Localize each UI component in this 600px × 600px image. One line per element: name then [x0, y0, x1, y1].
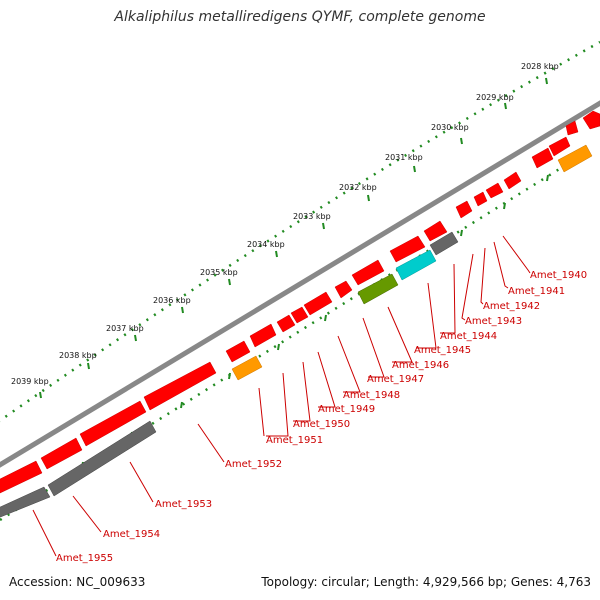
cds-feature [582, 110, 600, 130]
major-ticks [39, 77, 548, 399]
cds-feature [249, 323, 277, 348]
gene-label: Amet_1949 [318, 404, 375, 415]
gene-label: Amet_1943 [465, 316, 522, 327]
gene-feature [0, 486, 51, 518]
cds-feature [351, 259, 385, 286]
gene-features [0, 231, 459, 518]
label-leaders [32, 235, 531, 557]
gene-feature [429, 231, 459, 256]
gene-label: Amet_1954 [103, 529, 160, 540]
kbp-label: 2031 kbp [385, 153, 423, 162]
cds-feature [503, 171, 522, 190]
cds-feature [79, 400, 147, 447]
map-title: Alkaliphilus metalliredigens QYMF, compl… [114, 9, 486, 25]
cds-feature [531, 147, 554, 169]
cds-feature [276, 314, 296, 333]
cds-feature [455, 200, 473, 219]
gene-label: Amet_1951 [266, 435, 323, 446]
cds-feature [0, 460, 43, 494]
gene-label: Amet_1955 [56, 553, 113, 564]
cds-feature [485, 182, 504, 199]
genome-backbone [0, 100, 600, 468]
cds-feature [334, 280, 353, 299]
gene-label: Amet_1941 [508, 286, 565, 297]
kbp-label: 2030 kbp [431, 123, 469, 132]
kbp-label: 2039 kbp [11, 377, 49, 386]
ruler-labels: 2028 kbp 2029 kbp 2030 kbp 2031 kbp 2032… [11, 62, 559, 386]
gene-label: Amet_1950 [293, 419, 350, 430]
kbp-label: 2035 kbp [200, 268, 238, 277]
gene-label: Amet_1947 [367, 374, 424, 385]
gene-label: Amet_1942 [483, 301, 540, 312]
gene-labels: Amet_1940 Amet_1941 Amet_1942 Amet_1943 … [56, 270, 587, 564]
kbp-label: 2036 kbp [153, 296, 191, 305]
cds-feature [143, 361, 217, 411]
cds-features [0, 110, 600, 494]
cds-feature [40, 437, 83, 470]
kbp-label: 2033 kbp [293, 212, 331, 221]
gene-label: Amet_1945 [414, 345, 471, 356]
cds-feature [290, 306, 309, 324]
kbp-label: 2037 kbp [106, 324, 144, 333]
rrna-feature [395, 249, 437, 281]
trna-feature [231, 355, 263, 381]
gene-label: Amet_1953 [155, 499, 212, 510]
cds-feature [565, 120, 579, 136]
kbp-label: 2034 kbp [247, 240, 285, 249]
kbp-label: 2028 kbp [521, 62, 559, 71]
gene-label: Amet_1952 [225, 459, 282, 470]
gene-label: Amet_1946 [392, 360, 449, 371]
trna-feature [557, 144, 593, 173]
gene-label: Amet_1944 [440, 331, 497, 342]
accession-text: Accession: NC_009633 [9, 575, 146, 589]
kbp-label: 2029 kbp [476, 93, 514, 102]
cds-feature [225, 340, 251, 363]
cds-feature [303, 291, 333, 316]
gene-feature [47, 420, 157, 497]
genome-summary: Topology: circular; Length: 4,929,566 bp… [261, 575, 591, 589]
misc-feature [357, 273, 399, 305]
cds-feature [423, 220, 448, 242]
cds-feature [548, 136, 571, 157]
gene-label: Amet_1940 [530, 270, 587, 281]
kbp-label: 2032 kbp [339, 183, 377, 192]
cds-feature [473, 191, 488, 207]
cds-feature [389, 235, 426, 263]
gene-label: Amet_1948 [343, 390, 400, 401]
kbp-label: 2038 kbp [59, 351, 97, 360]
